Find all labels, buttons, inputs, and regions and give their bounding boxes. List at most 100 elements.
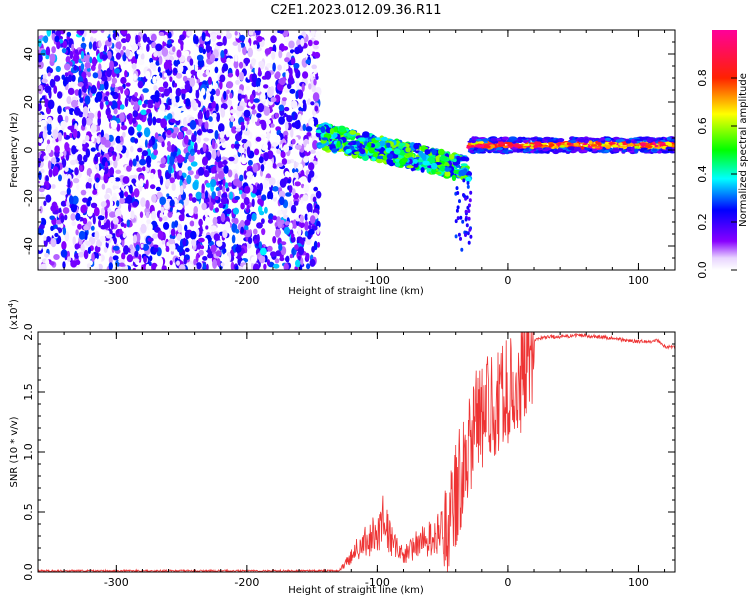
spectrogram-cell (77, 82, 84, 87)
spectrogram-cell (139, 158, 147, 166)
spectrogram-cell (92, 189, 98, 195)
spectrogram-cell (640, 142, 646, 147)
spectrogram-cell (142, 243, 150, 251)
spectrogram-cell (288, 222, 293, 230)
spectrogram-cell (156, 162, 160, 167)
spectrogram-cell (97, 116, 101, 126)
spectrogram-cell (125, 148, 129, 159)
spectrogram-cell (285, 192, 292, 197)
spectrogram-cell (124, 89, 129, 96)
spectrogram-cell (197, 111, 203, 121)
spectrogram-cell (276, 162, 284, 167)
spectrogram-cell (234, 251, 238, 258)
spectrogram-cell (470, 139, 476, 144)
spectrogram-cell (467, 240, 471, 245)
spectrogram-cell (277, 64, 282, 71)
spectrogram-cell (169, 199, 175, 207)
spectrogram-cell (260, 200, 264, 207)
spectrogram-cell (222, 160, 228, 165)
x-tick-label: 100 (628, 274, 649, 287)
spectrogram-cell (315, 151, 321, 159)
spectrogram-cell (266, 87, 274, 98)
spectrogram-cell (225, 208, 232, 215)
spectrogram-cell (258, 255, 266, 264)
spectrogram-cell (257, 86, 261, 93)
spectrogram-cell (501, 136, 510, 141)
spectrogram-cell (248, 30, 254, 36)
spectrogram-cell (259, 210, 265, 216)
spectrogram-cell (46, 139, 51, 145)
spectrogram-cell (211, 139, 216, 149)
spectrogram-cell (227, 169, 233, 178)
spectrogram-cell (87, 246, 91, 254)
spectrogram-cell (63, 63, 71, 71)
spectrogram-cell (71, 145, 77, 155)
spectrogram-cell (304, 213, 308, 221)
spectrogram-cell (147, 116, 153, 126)
spectrogram-cell (167, 31, 172, 39)
spectrogram-cell (80, 189, 87, 196)
spectrogram-cell (90, 225, 95, 231)
spectrogram-cell (260, 164, 265, 172)
spectrogram-cell (113, 108, 118, 115)
spectrogram-cell (60, 120, 67, 129)
spectrogram-cell (220, 197, 228, 205)
spectrogram-cell (85, 240, 92, 246)
spectrogram-cell (345, 148, 352, 153)
spectrogram-cell (272, 62, 276, 72)
spectrogram-cell (253, 40, 259, 46)
spectrogram-cell (90, 202, 98, 209)
spectrogram-cell (164, 251, 170, 262)
spectrogram-cell (42, 73, 47, 81)
spectrogram-cell (60, 249, 68, 258)
spectrogram-cell (108, 262, 114, 270)
spectrogram-y-ticks: -40 -20 0 20 40 (22, 29, 675, 271)
spectrogram-cell (125, 82, 131, 87)
spectrogram-cell (154, 182, 161, 186)
spectrogram-cell (264, 206, 268, 214)
spectrogram-cell (466, 181, 470, 185)
spectrogram-cell (246, 93, 251, 99)
spectrogram-cell (81, 116, 87, 127)
spectrogram-cell (189, 77, 196, 87)
spectrogram-cell (189, 119, 197, 130)
spectrogram-cell (293, 160, 297, 170)
spectrogram-cell (605, 145, 611, 149)
spectrogram-cell (154, 169, 158, 180)
spectrogram-cell (82, 106, 89, 116)
spectrogram-cell (120, 125, 128, 131)
spectrogram-cell (236, 105, 244, 112)
spectrogram-cell (98, 40, 102, 48)
spectrogram-cell (110, 120, 118, 130)
spectrogram-cell (92, 56, 97, 67)
spectrogram-cell (150, 210, 157, 221)
spectrogram-cell (246, 204, 250, 210)
spectrogram-cell (438, 148, 445, 156)
spectrogram-cell (308, 83, 312, 90)
spectrogram-cell (303, 184, 310, 193)
spectrogram-cell (226, 30, 230, 37)
spectrogram-cell (259, 182, 264, 192)
spectrogram-cell (530, 137, 538, 140)
spectrogram-cell (53, 75, 61, 82)
snr-x-label: Height of straight line (km) (288, 585, 424, 596)
y-tick-label: 0.5 (22, 503, 35, 521)
spectrogram-cell (49, 53, 56, 63)
spectrogram-cell (70, 260, 78, 268)
spectrogram-cell (145, 155, 152, 165)
spectrogram-cell (643, 139, 647, 142)
spectrogram-cell (210, 179, 217, 188)
spectrogram-cell (98, 255, 102, 263)
spectrogram-cell (283, 226, 291, 235)
spectrogram-cell (250, 58, 257, 66)
spectrogram-cell (177, 223, 183, 233)
spectrogram-cell (209, 53, 216, 63)
spectrogram-cell (215, 186, 221, 192)
spectrogram-cell (125, 33, 131, 42)
spectrogram-cell (45, 175, 49, 183)
spectrogram-cell (277, 209, 283, 216)
spectrogram-cell (115, 41, 122, 49)
spectrogram-cell (220, 107, 226, 118)
spectrogram-cell (510, 136, 518, 141)
snr-frame (37, 331, 676, 573)
